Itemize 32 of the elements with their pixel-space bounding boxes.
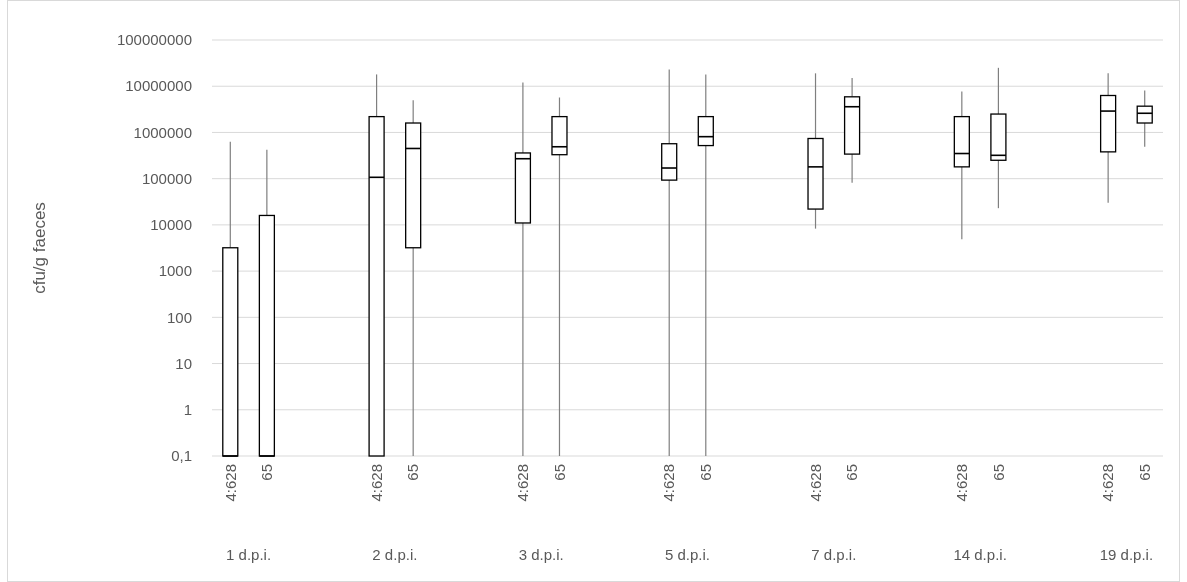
x-tick-label: 14 d.p.i. xyxy=(953,546,1007,563)
text: 4:628 xyxy=(1099,464,1117,502)
x-tick-label: 19 d.p.i. xyxy=(1099,546,1154,563)
x-tick-label: 7 d.p.i. xyxy=(811,546,857,563)
y-axis-title: cfu/g faeces xyxy=(30,202,49,294)
text: 65 xyxy=(404,464,422,481)
text: 65 xyxy=(258,464,276,481)
y-tick-label: 10000000 xyxy=(125,77,192,95)
y-tick-label: 100000 xyxy=(141,169,192,187)
text: 65 xyxy=(989,464,1007,481)
y-tick-label: 10 xyxy=(175,354,192,372)
text: 4:628 xyxy=(953,464,971,502)
text: 65 xyxy=(843,464,861,481)
y-tick-label: 100000000 xyxy=(116,31,192,49)
text: 4:628 xyxy=(660,464,678,502)
text: 65 xyxy=(550,464,568,481)
x-tick-label: 3 d.p.i. xyxy=(518,546,564,563)
text: 65 xyxy=(1135,464,1153,481)
y-tick-label: 10000 xyxy=(150,216,192,234)
x-tick-label: 2 d.p.i. xyxy=(372,546,418,563)
text: 4:628 xyxy=(806,464,824,502)
y-tick-label: 0,1 xyxy=(171,447,192,465)
x-tick-label: 1 d.p.i. xyxy=(226,546,272,563)
x-tick-label: 5 d.p.i. xyxy=(664,546,711,563)
text: 4:628 xyxy=(367,464,385,502)
text: 4:628 xyxy=(514,464,532,502)
y-tick-label: 1 xyxy=(183,401,192,419)
y-tick-label: 1000 xyxy=(158,262,192,280)
text: 4:628 xyxy=(221,464,239,502)
y-tick-label: 100 xyxy=(166,308,192,326)
y-tick-label: 1000000 xyxy=(133,123,192,141)
text: 65 xyxy=(697,464,715,481)
